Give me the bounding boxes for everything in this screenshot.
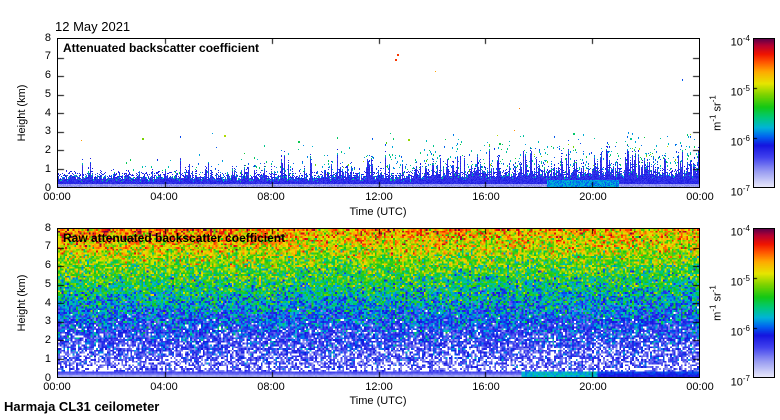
x-axis-label: Time (UTC) [349, 395, 407, 407]
colorbar-tick-label: 10-7 [730, 184, 750, 199]
x-tick-label: 12:00 [365, 381, 393, 393]
bottom-panel-ticks-canvas [58, 229, 699, 377]
colorbar-tick-label: 10-6 [730, 324, 750, 339]
y-tick-label: 3 [44, 315, 51, 327]
colorbar-tick-label: 10-5 [730, 84, 750, 99]
bottom-panel-plot-area: Raw attenuated backscatter coefficient [57, 228, 700, 378]
y-tick-label: 7 [44, 240, 51, 252]
x-tick-label: 12:00 [365, 191, 393, 203]
colorbar-unit-label: m-1 sr-1 [708, 95, 724, 131]
instrument-label: Harmaja CL31 ceilometer [4, 399, 160, 414]
y-tick-label: 8 [44, 32, 51, 44]
y-tick-label: 5 [44, 278, 51, 290]
top-panel-ticks-canvas [58, 39, 699, 187]
colorbar-tick-label: 10-7 [730, 374, 750, 389]
x-tick-label: 20:00 [579, 381, 607, 393]
y-tick-label: 2 [44, 144, 51, 156]
y-tick-label: 4 [44, 107, 51, 119]
bottom-panel-title: Raw attenuated backscatter coefficient [63, 231, 286, 245]
y-tick-label: 1 [44, 163, 51, 175]
top-panel-plot-area: Attenuated backscatter coefficient [57, 38, 700, 188]
colorbar-tick-label: 10-4 [730, 224, 750, 239]
x-tick-label: 08:00 [257, 381, 285, 393]
colorbar-tick-label: 10-5 [730, 274, 750, 289]
y-tick-label: 1 [44, 353, 51, 365]
x-tick-label: 00:00 [686, 191, 714, 203]
y-tick-label: 5 [44, 88, 51, 100]
top-colorbar-canvas [754, 39, 774, 187]
y-tick-label: 6 [44, 69, 51, 81]
x-axis-label: Time (UTC) [349, 206, 407, 218]
date-label: 12 May 2021 [55, 19, 131, 34]
x-tick-label: 00:00 [43, 381, 71, 393]
x-tick-label: 20:00 [579, 191, 607, 203]
y-tick-label: 0 [44, 182, 51, 194]
colorbar-tick-label: 10-6 [730, 134, 750, 149]
x-tick-label: 00:00 [686, 381, 714, 393]
y-tick-label: 8 [44, 222, 51, 234]
y-tick-label: 2 [44, 334, 51, 346]
bottom-colorbar [753, 228, 775, 378]
x-tick-label: 16:00 [472, 191, 500, 203]
x-tick-label: 08:00 [257, 191, 285, 203]
colorbar-tick-label: 10-4 [730, 34, 750, 49]
bottom-colorbar-canvas [754, 229, 774, 377]
y-tick-label: 0 [44, 372, 51, 384]
top-colorbar [753, 38, 775, 188]
y-axis-label: Height (km) [16, 274, 28, 332]
top-panel-title: Attenuated backscatter coefficient [63, 41, 260, 55]
colorbar-unit-label: m-1 sr-1 [708, 285, 724, 321]
y-axis-label: Height (km) [16, 84, 28, 142]
x-tick-label: 04:00 [150, 191, 178, 203]
y-tick-label: 6 [44, 259, 51, 271]
y-tick-label: 3 [44, 125, 51, 137]
x-tick-label: 00:00 [43, 191, 71, 203]
x-tick-label: 16:00 [472, 381, 500, 393]
x-tick-label: 04:00 [150, 381, 178, 393]
y-tick-label: 7 [44, 50, 51, 62]
y-tick-label: 4 [44, 297, 51, 309]
